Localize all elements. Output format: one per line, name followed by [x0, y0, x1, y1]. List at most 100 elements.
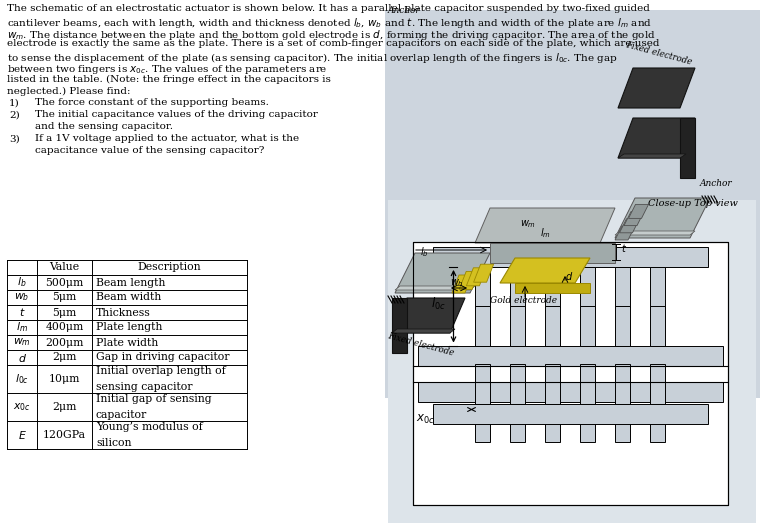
Text: 200μm: 200μm [45, 337, 83, 347]
Bar [418, 382, 723, 401]
Text: silicon: silicon [96, 438, 132, 448]
Text: 1): 1) [9, 98, 20, 107]
Bar [581, 306, 595, 345]
Text: Fixed electrode: Fixed electrode [387, 332, 455, 358]
Bar [545, 363, 561, 403]
Text: Plate length: Plate length [96, 323, 162, 333]
Text: $w_m$. The distance between the plate and the bottom gold electrode is $d$, form: $w_m$. The distance between the plate an… [7, 27, 656, 42]
Text: 2): 2) [9, 110, 20, 119]
Polygon shape [395, 253, 490, 293]
Polygon shape [618, 118, 695, 158]
Bar [650, 267, 666, 307]
Bar [510, 363, 526, 403]
Bar [413, 242, 728, 505]
Polygon shape [392, 329, 455, 333]
Text: 10μm: 10μm [49, 374, 80, 384]
Text: 2μm: 2μm [52, 402, 76, 412]
Polygon shape [392, 298, 465, 333]
Bar [510, 401, 526, 441]
Polygon shape [490, 243, 615, 263]
Bar [616, 306, 630, 345]
Text: $t$: $t$ [621, 242, 627, 254]
Text: 5μm: 5μm [52, 307, 76, 317]
Text: 2μm: 2μm [52, 353, 76, 363]
Text: Initial gap of sensing: Initial gap of sensing [96, 394, 212, 404]
Text: 400μm: 400μm [45, 323, 83, 333]
Text: Fixed electrode: Fixed electrode [625, 41, 693, 67]
Bar [581, 267, 595, 307]
Bar [510, 306, 526, 345]
Text: If a 1V voltage applied to the actuator, what is the: If a 1V voltage applied to the actuator,… [35, 135, 299, 144]
Text: $l_m$: $l_m$ [540, 226, 551, 240]
Text: $d$: $d$ [565, 270, 573, 282]
Text: Anchor: Anchor [388, 6, 421, 15]
Text: Gap in driving capacitor: Gap in driving capacitor [96, 353, 230, 363]
Bar [545, 267, 561, 307]
Text: $l_b$: $l_b$ [18, 276, 27, 289]
Text: 120GPa: 120GPa [43, 430, 86, 440]
Polygon shape [615, 231, 695, 235]
Text: Beam width: Beam width [96, 293, 161, 303]
Polygon shape [629, 204, 649, 219]
Text: and the sensing capacitor.: and the sensing capacitor. [35, 122, 173, 131]
Text: $w_b$: $w_b$ [15, 291, 30, 304]
Text: The initial capacitance values of the driving capacitor: The initial capacitance values of the dr… [35, 110, 318, 119]
Polygon shape [680, 118, 695, 178]
Text: electrode is exactly the same as the plate. There is a set of comb-finger capaci: electrode is exactly the same as the pla… [7, 40, 659, 49]
Polygon shape [459, 271, 479, 289]
Text: 500μm: 500μm [45, 278, 83, 288]
Text: $w_m$: $w_m$ [520, 218, 536, 230]
Bar [476, 363, 490, 403]
Text: 3): 3) [9, 135, 20, 144]
Bar [476, 267, 490, 307]
Polygon shape [615, 226, 635, 240]
Text: listed in the table. (Note: the fringe effect in the capacitors is: listed in the table. (Note: the fringe e… [7, 75, 331, 84]
Text: to sense the displacement of the plate (as sensing capacitor). The initial overl: to sense the displacement of the plate (… [7, 51, 617, 65]
Text: Description: Description [138, 262, 201, 272]
Bar [418, 345, 723, 365]
Bar [388, 200, 756, 523]
Polygon shape [624, 212, 644, 225]
Text: The force constant of the supporting beams.: The force constant of the supporting bea… [35, 98, 269, 107]
Text: $E$: $E$ [18, 429, 27, 441]
Text: $l_{0c}$: $l_{0c}$ [15, 372, 29, 386]
Text: Young’s modulus of: Young’s modulus of [96, 422, 203, 432]
Text: Close-up Top view: Close-up Top view [648, 199, 738, 208]
Polygon shape [474, 264, 493, 282]
Bar [413, 242, 728, 505]
Polygon shape [618, 154, 686, 158]
Bar [385, 10, 760, 398]
Text: $x_{0c}$: $x_{0c}$ [13, 401, 31, 413]
Bar [413, 242, 728, 505]
Polygon shape [620, 219, 640, 233]
Polygon shape [618, 68, 695, 108]
Bar [650, 363, 666, 403]
Polygon shape [615, 198, 710, 238]
Text: Thickness: Thickness [96, 307, 151, 317]
Text: capacitance value of the sensing capacitor?: capacitance value of the sensing capacit… [35, 146, 265, 155]
Polygon shape [500, 258, 590, 283]
Text: Anchor: Anchor [700, 179, 733, 188]
Text: $w_m$: $w_m$ [13, 337, 31, 348]
Bar [476, 401, 490, 441]
Bar [581, 363, 595, 403]
Polygon shape [392, 298, 407, 353]
Polygon shape [475, 208, 615, 243]
Text: cantilever beams, each with length, width and thickness denoted $l_b$, $w_b$ and: cantilever beams, each with length, widt… [7, 16, 652, 30]
Bar [545, 306, 561, 345]
Text: sensing capacitor: sensing capacitor [96, 382, 193, 392]
Polygon shape [467, 268, 487, 286]
Bar [581, 401, 595, 441]
Bar [616, 363, 630, 403]
Text: $t$: $t$ [18, 306, 25, 318]
Text: $d$: $d$ [18, 352, 27, 363]
Text: 5μm: 5μm [52, 293, 76, 303]
Text: Value: Value [50, 262, 80, 272]
Bar [650, 401, 666, 441]
Polygon shape [395, 286, 475, 290]
Bar [433, 247, 708, 267]
Text: $w_b$: $w_b$ [450, 277, 464, 289]
Text: $x_{0c}$: $x_{0c}$ [416, 413, 435, 426]
Polygon shape [515, 283, 590, 293]
Text: capacitor: capacitor [96, 410, 147, 420]
